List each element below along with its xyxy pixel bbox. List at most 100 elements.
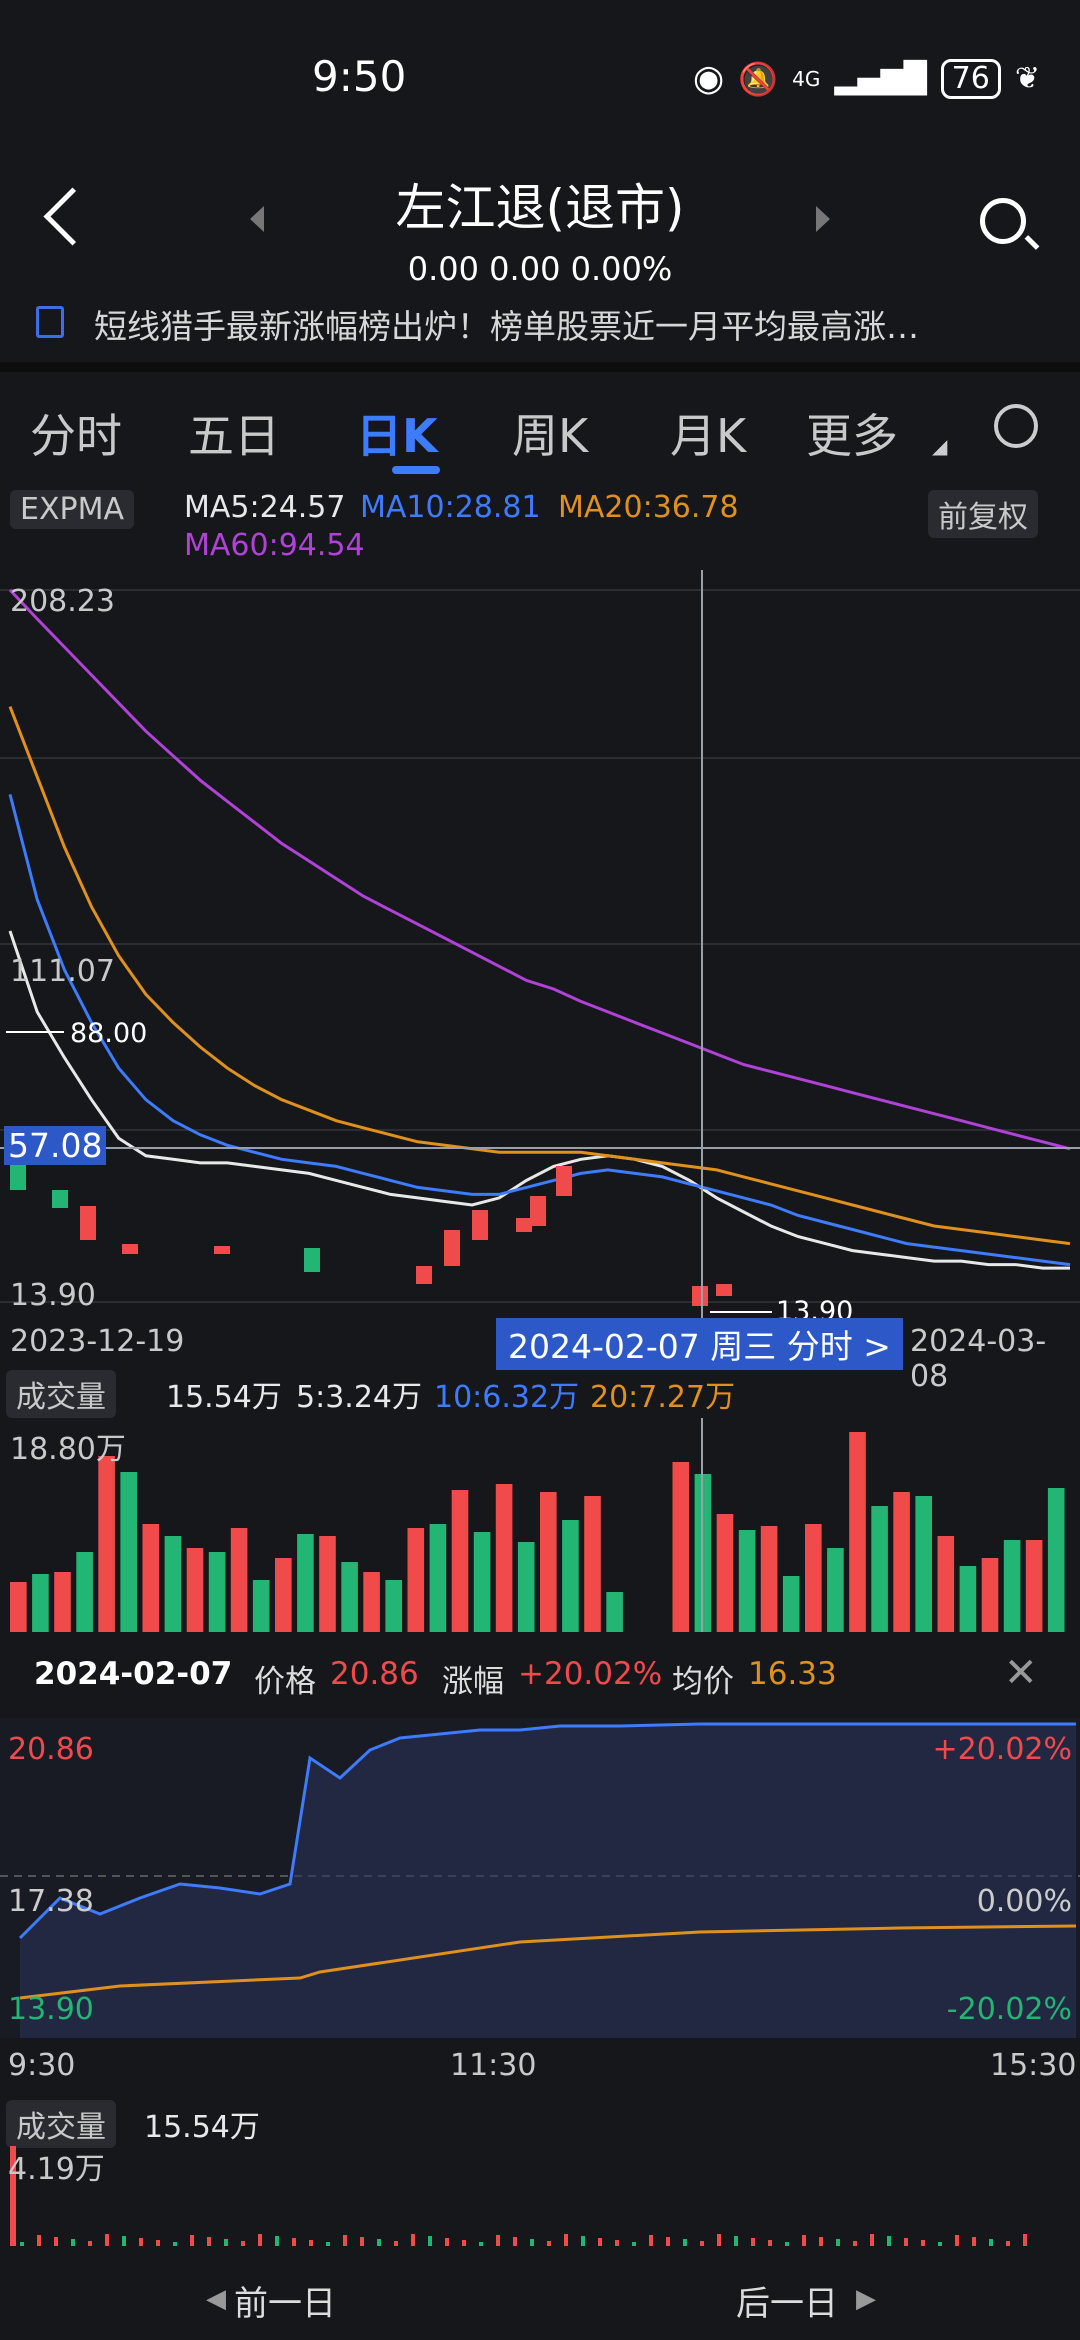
- candle-8: [472, 1210, 488, 1240]
- tab-five-day[interactable]: 五日: [188, 409, 280, 463]
- ivol-bar-39: [683, 2239, 687, 2246]
- ivol-bar-53: [921, 2240, 925, 2246]
- volume-bar-23: [517, 1542, 535, 1632]
- volume-bar-11: [252, 1580, 270, 1632]
- search-icon[interactable]: [980, 198, 1026, 244]
- ivol-bar-50: [870, 2234, 874, 2246]
- avg-label: 均价: [672, 1664, 734, 1700]
- adjust-selector[interactable]: 前复权: [928, 490, 1038, 538]
- ivol-bar-38: [666, 2237, 670, 2246]
- tab-timeshare[interactable]: 分时: [30, 409, 122, 463]
- volume-bar-3: [76, 1552, 93, 1632]
- prev-day-button[interactable]: 前一日: [234, 2284, 336, 2324]
- ivol-bar-35: [615, 2240, 619, 2246]
- indicator-selector[interactable]: EXPMA: [10, 490, 135, 529]
- more-dropdown-icon: ◢: [932, 434, 948, 458]
- ivol-bar-27: [479, 2242, 483, 2246]
- ivol-bar-41: [717, 2234, 721, 2246]
- high-marker-label: 88.00: [70, 1018, 148, 1049]
- ma60-value: MA60:94.54: [184, 528, 365, 563]
- footer-nav: [0, 2250, 1080, 2340]
- volume-bar-43: [959, 1566, 977, 1632]
- volume-bar-10: [230, 1528, 248, 1632]
- avg-price-line: [19, 1924, 1077, 2000]
- volume-bar-16: [363, 1572, 380, 1632]
- volume-bar-35: [782, 1576, 800, 1632]
- ivol-bar-20: [360, 2237, 364, 2246]
- next-day-arrow-icon: ▶: [856, 2284, 876, 2314]
- volume-bar-34: [760, 1526, 778, 1632]
- tab-more[interactable]: 更多: [806, 409, 898, 463]
- ivol-bar-32: [564, 2234, 568, 2246]
- volume-bar-24: [540, 1492, 557, 1632]
- candle-11: [556, 1166, 572, 1196]
- series-line-ma60: [8, 588, 1071, 1151]
- time-end-label: 15:30: [990, 2048, 1077, 2083]
- settings-icon[interactable]: [994, 404, 1038, 448]
- close-icon[interactable]: ✕: [1004, 1650, 1038, 1696]
- ivol-bar-29: [513, 2237, 517, 2246]
- candle-2: [80, 1206, 96, 1240]
- intraday-chart: [0, 1718, 1080, 2038]
- page-title: 左江退(退市): [395, 179, 685, 237]
- battery-indicator: 76: [940, 58, 1001, 99]
- status-time: 9:50: [312, 52, 407, 101]
- next-day-button[interactable]: 后一日: [736, 2284, 838, 2324]
- ivol-bar-45: [785, 2242, 789, 2246]
- tab-monthly-k[interactable]: 月K: [670, 409, 747, 463]
- price-mid-label: 111.07: [10, 954, 115, 989]
- volume-bar-0: [10, 1582, 27, 1632]
- volume-ma10: 10:6.32万: [434, 1380, 580, 1415]
- intraday-date: 2024-02-07: [34, 1656, 233, 1692]
- volume-bar-39: [871, 1506, 888, 1632]
- volume-bar-2: [54, 1572, 71, 1632]
- ivol-bar-34: [598, 2238, 602, 2246]
- tab-weekly-k[interactable]: 周K: [512, 409, 589, 463]
- leaf-icon: ❦: [1014, 61, 1040, 96]
- volume-chart: [10, 1418, 1065, 1632]
- volume-bar-18: [407, 1528, 425, 1632]
- price-label: 价格: [254, 1664, 316, 1700]
- ivol-bar-49: [853, 2241, 857, 2246]
- volume-bar-41: [915, 1496, 932, 1632]
- status-icons: ◉ 🔕 4G ▂▄▆█ 76 ❦: [693, 58, 1040, 99]
- news-ticker[interactable]: [0, 296, 1080, 352]
- ivol-bar-9: [173, 2242, 177, 2246]
- volume-bar-4: [98, 1456, 115, 1632]
- volume-bar-9: [208, 1552, 226, 1632]
- intraday-mid-pct: 0.00%: [976, 1884, 1072, 1919]
- intraday-low-pct: -20.02%: [946, 1992, 1072, 2027]
- ivol-bar-58: [1006, 2241, 1010, 2246]
- price-area: [20, 1724, 1076, 2038]
- ivol-bar-55: [955, 2235, 959, 2246]
- ivol-bar-16: [292, 2238, 296, 2246]
- volume-bar-12: [275, 1558, 292, 1632]
- intraday-low-price: 13.90: [8, 1992, 94, 2027]
- prev-day-arrow-icon: ◀: [206, 2284, 226, 2314]
- volume-bar-22: [495, 1484, 513, 1632]
- ivol-bar-0: [20, 2242, 24, 2246]
- volume-selector[interactable]: 成交量: [6, 1370, 116, 1418]
- ivol-bar-40: [700, 2241, 704, 2246]
- next-stock-icon[interactable]: [816, 206, 830, 232]
- volume-bar-32: [716, 1514, 734, 1632]
- series-line-ma5: [8, 930, 1070, 1270]
- news-icon: [36, 306, 64, 338]
- prev-stock-icon[interactable]: [250, 206, 264, 232]
- ivol-bar-2: [54, 2237, 58, 2246]
- volume-bar-37: [827, 1548, 844, 1632]
- ivol-bar-11: [207, 2237, 211, 2246]
- tab-daily-k[interactable]: 日K: [356, 409, 438, 463]
- news-text[interactable]: 短线猎手最新涨幅榜出炉！榜单股票近一月平均最高涨…: [94, 307, 919, 346]
- ivol-bar-12: [224, 2239, 228, 2246]
- volume-bar-14: [319, 1536, 336, 1632]
- crosshair-date-button[interactable]: 2024-02-07 周三 分时 >: [496, 1318, 903, 1370]
- ivol-bar-31: [547, 2241, 551, 2246]
- ivol-bar-8: [156, 2240, 160, 2246]
- ivol-bar-13: [241, 2241, 245, 2246]
- ma20-value: MA20:36.78: [558, 490, 739, 525]
- candle-4: [214, 1246, 230, 1254]
- ivol-bar-3: [71, 2239, 75, 2246]
- kline-chart[interactable]: [0, 570, 1080, 1322]
- eye-icon: ◉: [692, 58, 725, 99]
